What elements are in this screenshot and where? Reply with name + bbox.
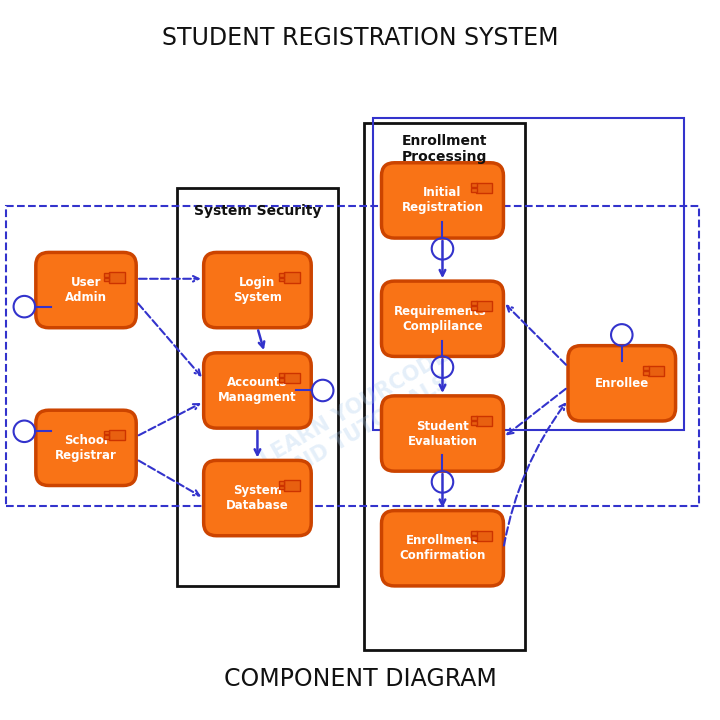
FancyBboxPatch shape	[471, 306, 477, 310]
Text: Login
System: Login System	[233, 276, 282, 304]
FancyBboxPatch shape	[476, 531, 492, 541]
FancyBboxPatch shape	[104, 273, 109, 276]
FancyBboxPatch shape	[471, 188, 477, 192]
Text: User
Admin: User Admin	[65, 276, 107, 304]
Text: Student
Evaluation: Student Evaluation	[408, 420, 477, 448]
FancyBboxPatch shape	[471, 416, 477, 420]
FancyBboxPatch shape	[204, 253, 311, 328]
FancyBboxPatch shape	[643, 371, 649, 374]
FancyBboxPatch shape	[568, 346, 675, 421]
FancyBboxPatch shape	[109, 272, 125, 282]
FancyBboxPatch shape	[471, 531, 477, 535]
FancyBboxPatch shape	[476, 416, 492, 426]
Text: Accounts
Managment: Accounts Managment	[218, 377, 297, 405]
FancyBboxPatch shape	[471, 183, 477, 187]
FancyBboxPatch shape	[279, 486, 284, 490]
FancyBboxPatch shape	[284, 373, 300, 383]
FancyBboxPatch shape	[382, 510, 503, 586]
Bar	[364, 123, 525, 650]
FancyBboxPatch shape	[284, 272, 300, 282]
FancyBboxPatch shape	[476, 301, 492, 311]
Text: COMPONENT DIAGRAM: COMPONENT DIAGRAM	[224, 667, 496, 691]
FancyBboxPatch shape	[382, 163, 503, 238]
FancyBboxPatch shape	[471, 421, 477, 425]
FancyBboxPatch shape	[109, 431, 125, 441]
FancyBboxPatch shape	[279, 373, 284, 377]
FancyBboxPatch shape	[471, 302, 477, 305]
FancyBboxPatch shape	[643, 366, 649, 370]
FancyBboxPatch shape	[471, 536, 477, 539]
Text: School
Registrar: School Registrar	[55, 434, 117, 462]
Text: Enrollment
Processing: Enrollment Processing	[402, 134, 487, 164]
FancyBboxPatch shape	[104, 431, 109, 434]
Text: LEARN YOURCODE
AND TUTORIALS: LEARN YOURCODE AND TUTORIALS	[257, 346, 463, 490]
FancyBboxPatch shape	[382, 281, 503, 356]
FancyBboxPatch shape	[279, 481, 284, 485]
FancyBboxPatch shape	[279, 273, 284, 276]
Bar	[6, 206, 698, 505]
FancyBboxPatch shape	[382, 396, 503, 471]
FancyBboxPatch shape	[279, 378, 284, 382]
FancyBboxPatch shape	[648, 366, 664, 376]
FancyBboxPatch shape	[36, 253, 136, 328]
Text: System Security: System Security	[194, 204, 322, 217]
Text: STUDENT REGISTRATION SYSTEM: STUDENT REGISTRATION SYSTEM	[162, 27, 558, 50]
Bar	[373, 118, 684, 430]
Bar	[177, 188, 338, 586]
FancyBboxPatch shape	[476, 183, 492, 193]
FancyBboxPatch shape	[204, 460, 311, 536]
FancyBboxPatch shape	[204, 353, 311, 428]
Text: Enrollment
Confirmation: Enrollment Confirmation	[400, 534, 486, 562]
Text: Requirements'
Complilance: Requirements' Complilance	[395, 305, 490, 333]
FancyBboxPatch shape	[279, 278, 284, 282]
FancyBboxPatch shape	[104, 436, 109, 439]
FancyBboxPatch shape	[36, 410, 136, 485]
FancyBboxPatch shape	[104, 278, 109, 282]
Text: Enrollee: Enrollee	[595, 377, 649, 390]
FancyBboxPatch shape	[284, 480, 300, 490]
Text: Initial
Registration: Initial Registration	[402, 186, 484, 215]
Text: System
Database: System Database	[226, 484, 289, 512]
